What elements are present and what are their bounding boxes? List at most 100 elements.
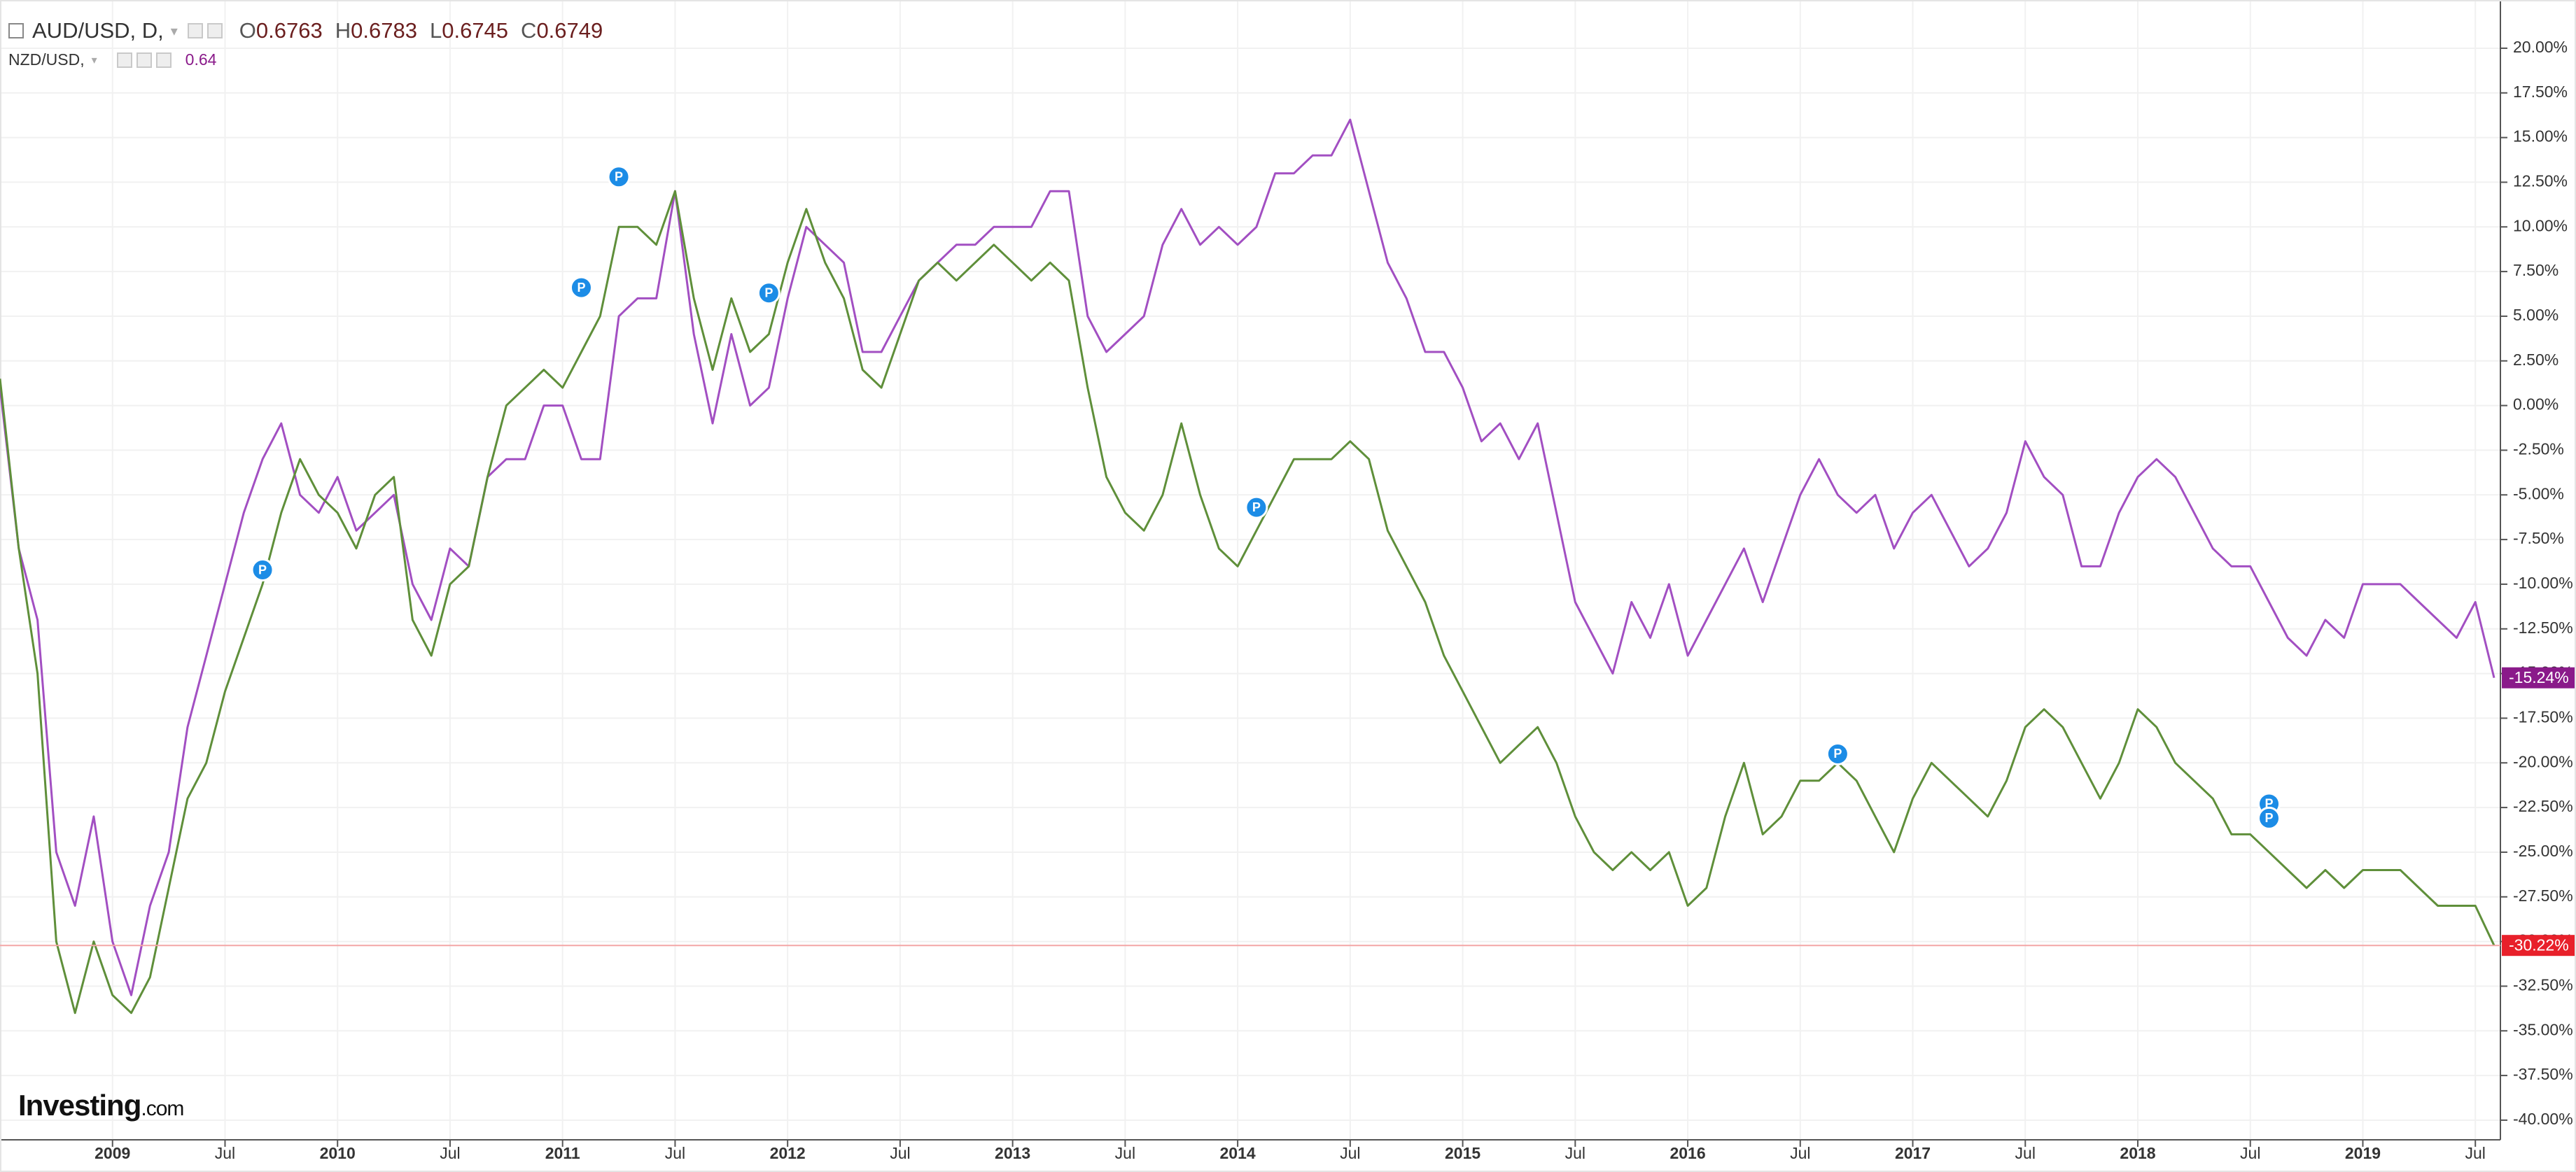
marker-dot <box>607 165 631 189</box>
x-tick-label: 2012 <box>770 1144 806 1162</box>
y-tick-label: 7.50% <box>2513 261 2558 279</box>
y-tick-label: -27.50% <box>2513 887 2573 905</box>
x-tick-label: Jul <box>1115 1144 1135 1162</box>
y-tick-label: -20.00% <box>2513 752 2573 770</box>
x-tick-label: Jul <box>1790 1144 1810 1162</box>
y-tick-label: -35.00% <box>2513 1020 2573 1038</box>
format-button[interactable] <box>136 52 152 68</box>
x-tick-label: Jul <box>1565 1144 1586 1162</box>
y-tick-label: 2.50% <box>2513 351 2558 369</box>
event-marker[interactable]: P <box>757 281 780 305</box>
x-tick-label: 2013 <box>995 1144 1030 1162</box>
x-tick-label: 2019 <box>2345 1144 2381 1162</box>
x-tick-label: 2009 <box>94 1144 130 1162</box>
ohlc-key: O <box>239 18 256 43</box>
ohlc-key: L <box>429 18 442 43</box>
dropdown[interactable]: ▾ <box>170 23 178 39</box>
marker-dot <box>251 558 274 581</box>
last-value-tag <box>2502 935 2575 956</box>
logo-suffix: .com <box>141 1097 184 1120</box>
ohlc-value: 0.6783 <box>351 18 417 43</box>
marker-dot <box>1826 742 1849 765</box>
y-tick-label: 0.00% <box>2513 395 2558 414</box>
marker-label: P <box>615 170 623 184</box>
ohlc-values: O0.6763 H0.6783 L0.6745 C0.6749 <box>227 18 603 43</box>
format-button[interactable] <box>206 23 223 38</box>
main-legend: AUD/USD, D, ▾ O0.6763 H0.6783 L0.6745 C0.67… <box>8 18 603 43</box>
ohlc-value: 0.6745 <box>442 18 509 43</box>
x-tick-label: Jul <box>2015 1144 2036 1162</box>
x-tick-label: Jul <box>2465 1144 2486 1162</box>
x-tick-label: 2016 <box>1670 1144 1705 1162</box>
settings-button[interactable] <box>116 52 132 68</box>
y-tick-label: -12.50% <box>2513 619 2573 637</box>
y-tick-label: -25.00% <box>2513 842 2573 860</box>
x-tick-label: Jul <box>1340 1144 1360 1162</box>
compare-title: NZD/USD, <box>8 50 85 69</box>
logo: Investing.com <box>18 1089 184 1122</box>
y-tick-label: 17.50% <box>2513 83 2568 101</box>
marker-label: P <box>258 563 267 577</box>
marker-label: P <box>1833 747 1842 761</box>
y-tick-label: -40.00% <box>2513 1110 2573 1128</box>
y-tick-label: 15.00% <box>2513 127 2568 146</box>
x-tick-label: Jul <box>665 1144 685 1162</box>
event-marker[interactable]: P <box>569 276 593 299</box>
y-tick-label: 20.00% <box>2513 38 2568 56</box>
y-tick-label: -5.00% <box>2513 484 2564 502</box>
x-tick-label: 2014 <box>1220 1144 1256 1162</box>
ohlc-value: 0.6749 <box>536 18 603 43</box>
y-tick-label: 5.00% <box>2513 306 2558 324</box>
y-tick-label: -22.50% <box>2513 797 2573 815</box>
y-tick-label: -2.50% <box>2513 440 2564 458</box>
x-tick-label: Jul <box>2240 1144 2260 1162</box>
marker-label: P <box>577 281 585 295</box>
dropdown[interactable]: ▾ <box>91 54 97 66</box>
compare-legend: NZD/USD, ▾ 0.64 <box>8 50 216 69</box>
logo-main: Investing <box>18 1089 141 1122</box>
ohlc-key: H <box>335 18 351 43</box>
event-marker[interactable]: P <box>251 558 274 581</box>
y-tick-label: 12.50% <box>2513 172 2568 190</box>
x-tick-label: 2015 <box>1445 1144 1480 1162</box>
ohlc-value: 0.6763 <box>255 18 323 43</box>
y-tick-label: -7.50% <box>2513 529 2564 547</box>
settings-button[interactable] <box>187 23 203 38</box>
marker-dot <box>569 276 593 299</box>
event-marker[interactable]: P <box>2258 806 2281 830</box>
event-marker[interactable]: P <box>1826 742 1849 765</box>
marker-dot <box>2258 806 2281 830</box>
series-line <box>0 190 2496 1015</box>
y-tick-label: -10.00% <box>2513 574 2573 592</box>
y-tick-label: 10.00% <box>2513 216 2568 234</box>
y-tick-label: -32.50% <box>2513 975 2573 994</box>
x-tick-label: Jul <box>890 1144 910 1162</box>
compare-value: 0.64 <box>185 50 217 69</box>
event-marker[interactable]: P <box>607 165 631 189</box>
x-tick-label: 2017 <box>1895 1144 1931 1162</box>
marker-label: P <box>764 285 773 299</box>
ohlc-key: C <box>521 18 537 43</box>
remove-button[interactable] <box>155 52 172 68</box>
event-marker[interactable]: P <box>1245 495 1268 519</box>
marker-dot <box>757 281 780 305</box>
last-value-tag <box>2502 667 2575 689</box>
marker-dot <box>1245 495 1268 519</box>
marker-label: P <box>1252 500 1261 514</box>
collapse-button[interactable] <box>8 23 24 38</box>
y-tick-label: -17.50% <box>2513 708 2573 726</box>
marker-label: P <box>2265 811 2274 825</box>
y-tick-label: -37.50% <box>2513 1065 2573 1083</box>
x-tick-label: Jul <box>215 1144 235 1162</box>
x-tick-label: Jul <box>440 1144 460 1162</box>
series-line <box>0 118 2496 996</box>
last-value-label: -30.22% <box>2509 936 2569 954</box>
last-value-label: -15.24% <box>2509 668 2569 686</box>
x-tick-label: 2018 <box>2120 1144 2155 1162</box>
symbol-title: AUD/USD, D, <box>32 18 164 43</box>
x-tick-label: 2011 <box>545 1144 580 1162</box>
x-tick-label: 2010 <box>320 1144 356 1162</box>
